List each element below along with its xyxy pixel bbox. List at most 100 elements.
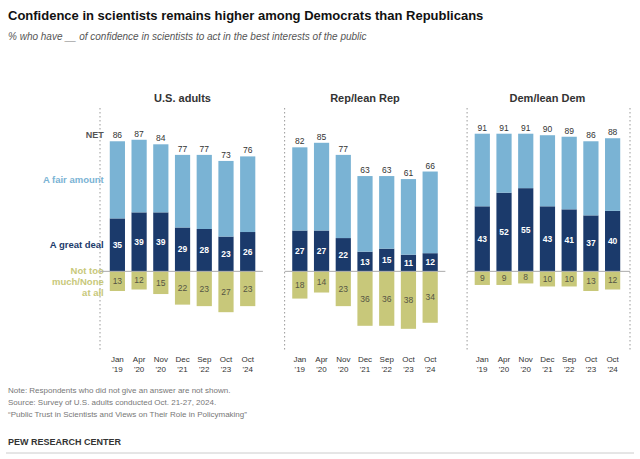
- net-label: 85: [317, 132, 327, 142]
- bar-segment: [562, 209, 577, 271]
- net-label: 90: [543, 124, 553, 134]
- labels: 43991Jan'1952991Apr'2055891Nov'20431090D…: [476, 123, 620, 374]
- net-label: 76: [243, 145, 253, 155]
- data-label: 39: [134, 237, 144, 247]
- bar-segment: [540, 135, 555, 206]
- net-label: 91: [478, 123, 488, 133]
- net-label: 91: [521, 123, 531, 133]
- net-label: 84: [156, 133, 166, 143]
- bar-segment: [518, 134, 533, 188]
- labels: 35A great dealA fair amount13Not toomuch…: [43, 129, 255, 374]
- note: Source: Survey of U.S. adults conducted …: [8, 398, 216, 407]
- bar-segment: [475, 271, 490, 285]
- note: “Public Trust in Scientists and Views on…: [8, 410, 247, 419]
- data-label: 28: [200, 245, 210, 255]
- bar-segment: [240, 271, 255, 306]
- bar-segment: [605, 138, 620, 211]
- title: Confidence in scientists remains higher …: [8, 8, 483, 23]
- net-label: 77: [200, 144, 210, 154]
- bars: [110, 140, 256, 312]
- net-label: 87: [134, 129, 144, 139]
- bar-segment: [583, 141, 598, 215]
- x-tick-label: Sep'22: [380, 355, 395, 374]
- data-label: 8: [523, 272, 528, 282]
- data-label: 37: [586, 238, 596, 248]
- bar-segment: [197, 271, 212, 306]
- bar-segment: [475, 134, 490, 207]
- baseline: [285, 271, 446, 272]
- net-label: 77: [178, 144, 188, 154]
- data-label: 15: [156, 278, 166, 288]
- x-tick-label: Nov'20: [336, 355, 350, 374]
- bar-segment: [423, 172, 438, 254]
- x-tick-label: Jan'19: [293, 355, 306, 374]
- range-line: [100, 108, 101, 350]
- bars: [475, 134, 621, 291]
- group-title: U.S. adults: [154, 92, 211, 104]
- data-label: 27: [221, 287, 231, 297]
- bar-segment: [197, 229, 212, 271]
- bar-segment: [518, 188, 533, 271]
- bar-segment: [153, 212, 168, 271]
- data-label: 12: [608, 275, 618, 285]
- data-label: 43: [478, 234, 488, 244]
- separator: [6, 453, 634, 454]
- bar-segment: [401, 271, 416, 328]
- x-tick-label: Sep'22: [197, 355, 212, 374]
- bar-segment: [336, 271, 351, 306]
- bar-segment: [131, 140, 146, 213]
- data-label: 18: [295, 280, 305, 290]
- bar-segment: [475, 206, 490, 271]
- bar-segment: [605, 271, 620, 289]
- bar-segment: [314, 143, 329, 231]
- net-label: 63: [382, 165, 392, 175]
- x-tick-label: Oct'24: [424, 355, 437, 374]
- bar-segment: [218, 271, 233, 312]
- data-label: 15: [382, 255, 392, 265]
- bar-segment: [583, 271, 598, 291]
- bar-segment: [336, 155, 351, 238]
- x-tick-label: Jan'19: [111, 355, 124, 374]
- bar-segment: [357, 252, 372, 272]
- data-label: 52: [499, 227, 509, 237]
- bar-segment: [131, 271, 146, 289]
- bar-segment: [175, 155, 190, 228]
- net-name: NET: [86, 130, 105, 140]
- data-label: 27: [295, 246, 305, 256]
- group-title: Rep/lean Rep: [330, 92, 400, 104]
- x-tick-label: Apr'20: [315, 355, 328, 374]
- data-label: 40: [608, 236, 618, 246]
- x-tick-label: Oct'24: [606, 355, 619, 374]
- data-label: 34: [425, 292, 435, 302]
- x-tick-label: Nov'20: [519, 355, 533, 374]
- legend-label: A great deal: [50, 239, 104, 250]
- bar-segment: [496, 134, 511, 193]
- data-label: 10: [543, 274, 553, 284]
- bar-segment: [423, 271, 438, 322]
- data-label: 22: [339, 250, 349, 260]
- x-tick-label: Jan'19: [476, 355, 489, 374]
- net-label: 91: [499, 123, 509, 133]
- baseline: [467, 271, 630, 272]
- data-label: 23: [339, 284, 349, 294]
- data-label: 13: [360, 257, 370, 267]
- bar-segment: [583, 215, 598, 271]
- net-label: 61: [404, 168, 414, 178]
- data-label: 41: [564, 235, 574, 245]
- bar-segment: [131, 212, 146, 271]
- data-label: 22: [178, 283, 188, 293]
- bar-segment: [240, 156, 255, 232]
- data-label: 38: [404, 295, 414, 305]
- bar-segment: [314, 231, 329, 272]
- data-label: 23: [200, 284, 210, 294]
- bar-segment: [379, 176, 394, 249]
- bar-segment: [336, 238, 351, 271]
- data-label: 55: [521, 225, 531, 235]
- data-label: 23: [221, 249, 231, 259]
- data-label: 9: [502, 273, 507, 283]
- data-label: 12: [134, 275, 144, 285]
- data-label: 27: [317, 246, 327, 256]
- data-label: 39: [156, 237, 166, 247]
- note: Note: Respondents who did not give an an…: [8, 386, 230, 395]
- group-title: Dem/lean Dem: [510, 92, 586, 104]
